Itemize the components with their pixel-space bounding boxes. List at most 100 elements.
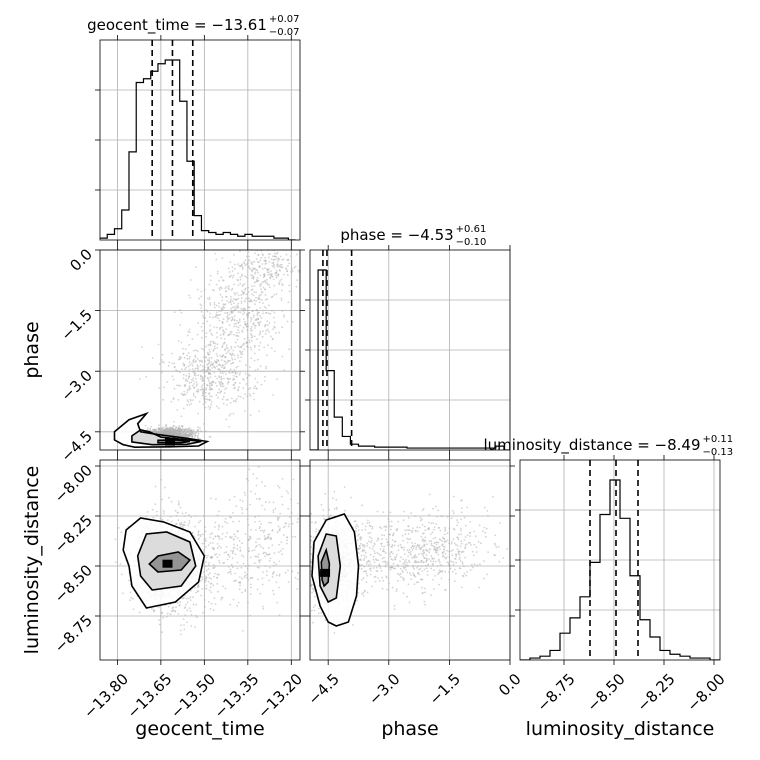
sample-point	[209, 368, 212, 371]
sample-point	[174, 427, 177, 430]
sample-point	[276, 601, 279, 604]
sample-point	[237, 345, 240, 347]
sample-point	[224, 535, 227, 538]
sample-point	[208, 393, 210, 395]
sample-point	[287, 492, 289, 495]
sample-point	[412, 572, 414, 574]
sample-point	[256, 368, 259, 371]
sample-point	[281, 283, 283, 285]
sample-point	[266, 328, 269, 331]
sample-point	[239, 351, 242, 354]
sample-point	[218, 319, 221, 322]
sample-point	[122, 592, 124, 595]
sample-point	[213, 371, 216, 374]
sample-point	[371, 527, 374, 530]
sample-point	[272, 255, 274, 258]
sample-point	[271, 529, 274, 532]
sample-point	[231, 397, 233, 400]
sample-point	[260, 288, 262, 291]
histogram-geocent_time	[100, 59, 296, 240]
sample-point	[200, 594, 203, 597]
sample-point	[234, 371, 237, 374]
y-tick-label: −8.00	[51, 461, 96, 506]
sample-point	[395, 553, 398, 556]
sample-point	[242, 562, 245, 565]
sample-point	[209, 572, 211, 574]
sample-point	[197, 365, 200, 368]
sample-point	[267, 312, 270, 315]
sample-point	[379, 567, 382, 569]
sample-point	[197, 583, 200, 585]
sample-point	[246, 345, 248, 348]
sample-point	[217, 317, 219, 320]
sample-point	[219, 288, 221, 291]
sample-point	[245, 297, 248, 300]
sample-point	[236, 567, 239, 570]
sample-point	[262, 286, 265, 289]
sample-point	[366, 542, 369, 545]
sample-point	[263, 380, 266, 382]
sample-point	[204, 401, 207, 404]
sample-point	[229, 261, 232, 263]
sample-point	[218, 380, 220, 383]
sample-point	[191, 368, 194, 371]
sample-point	[230, 311, 233, 313]
sample-point	[258, 296, 260, 299]
sample-point	[130, 596, 133, 599]
sample-point	[179, 601, 182, 603]
sample-point	[181, 512, 184, 515]
sample-point	[410, 553, 412, 556]
sample-point	[255, 387, 257, 389]
sample-point	[172, 606, 175, 609]
sample-point	[287, 569, 289, 572]
sample-point	[438, 583, 440, 586]
sample-point	[204, 581, 207, 584]
sample-point	[404, 563, 407, 566]
sample-point	[190, 403, 193, 405]
sample-point	[279, 255, 282, 258]
sample-point	[188, 382, 191, 384]
sample-point	[213, 345, 216, 348]
sample-point	[254, 335, 256, 338]
sample-point	[213, 575, 215, 578]
sample-point	[253, 281, 256, 284]
sample-point	[312, 536, 315, 539]
sample-point	[204, 430, 207, 433]
sample-point	[272, 278, 275, 281]
sample-point	[390, 551, 393, 554]
sample-point	[389, 555, 392, 558]
sample-point	[221, 364, 224, 367]
sample-point	[207, 573, 210, 576]
sample-point	[186, 431, 189, 434]
sample-point	[217, 528, 220, 531]
sample-point	[275, 293, 278, 295]
sample-point	[178, 384, 180, 387]
sample-point	[203, 578, 206, 581]
sample-point	[247, 291, 250, 293]
sample-point	[192, 359, 195, 362]
sample-point	[233, 354, 236, 357]
sample-point	[202, 515, 205, 517]
sample-point	[233, 302, 235, 305]
sample-point	[392, 559, 394, 561]
sample-point	[244, 264, 247, 267]
sample-point	[181, 368, 183, 370]
sample-point	[224, 303, 227, 305]
sample-point	[219, 371, 222, 374]
sample-point	[209, 340, 212, 343]
sample-point	[188, 607, 191, 610]
sample-point	[231, 352, 234, 355]
sample-point	[187, 401, 190, 403]
sample-point	[357, 552, 360, 554]
sample-point	[208, 398, 211, 401]
sample-point	[229, 516, 231, 519]
sample-point	[406, 529, 408, 531]
sample-point	[434, 537, 437, 539]
sample-point	[216, 391, 219, 394]
sample-point	[201, 394, 204, 397]
sample-point	[268, 533, 271, 536]
sample-point	[250, 340, 253, 342]
sample-point	[186, 354, 189, 357]
sample-point	[237, 601, 240, 604]
sample-point	[265, 354, 268, 357]
